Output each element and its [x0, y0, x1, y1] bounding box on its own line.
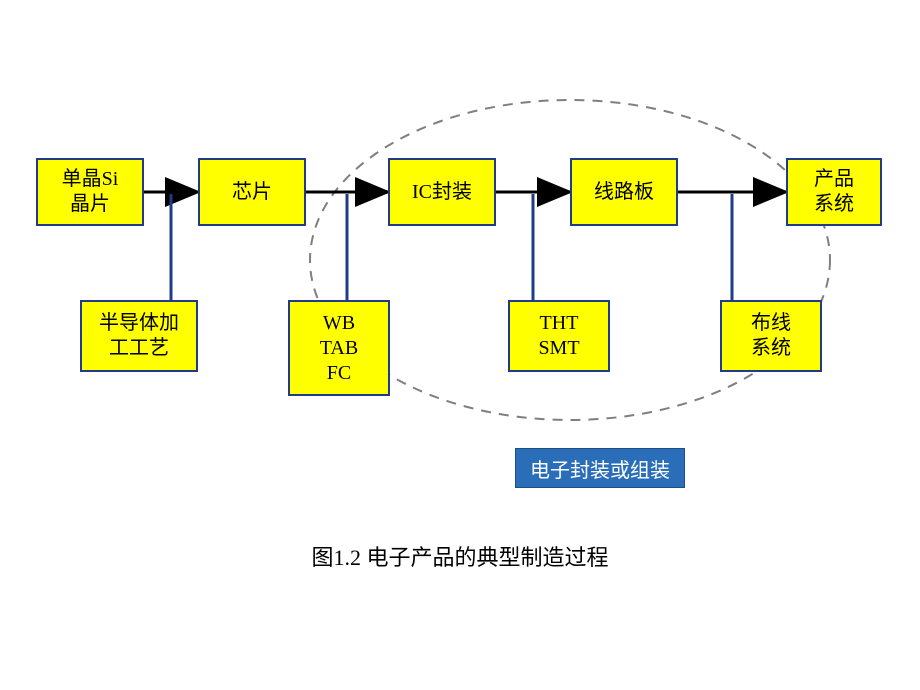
flow-node-4-label: 线路板: [594, 180, 654, 205]
sub-node-2: WB TAB FC: [288, 300, 390, 396]
figure-caption: 图1.2 电子产品的典型制造过程: [0, 540, 920, 572]
flow-node-2: 芯片: [198, 158, 306, 226]
flow-node-3-label: IC封装: [412, 180, 472, 205]
sub-node-4: 布线 系统: [720, 300, 822, 372]
group-label-badge: 电子封装或组装: [515, 448, 685, 488]
flow-node-5-label: 产品 系统: [814, 167, 854, 217]
sub-node-2-label: WB TAB FC: [320, 311, 358, 386]
group-label-text: 电子封装或组装: [530, 454, 670, 483]
sub-node-1-label: 半导体加 工工艺: [99, 311, 179, 361]
diagram-stage: 单晶Si 晶片 芯片 IC封装 线路板 产品 系统半导体加 工工艺 WB TAB FC TH…: [0, 0, 920, 690]
flow-node-5: 产品 系统: [786, 158, 882, 226]
figure-caption-text: 图1.2 电子产品的典型制造过程: [311, 545, 608, 570]
flow-node-2-label: 芯片: [232, 180, 272, 205]
sub-node-3: THT SMT: [508, 300, 610, 372]
flow-node-3: IC封装: [388, 158, 496, 226]
sub-node-4-label: 布线 系统: [751, 311, 791, 361]
sub-node-3-label: THT SMT: [538, 311, 579, 361]
sub-node-1: 半导体加 工工艺: [80, 300, 198, 372]
flow-node-1: 单晶Si 晶片: [36, 158, 144, 226]
flow-node-4: 线路板: [570, 158, 678, 226]
flow-node-1-label: 单晶Si 晶片: [62, 167, 119, 217]
